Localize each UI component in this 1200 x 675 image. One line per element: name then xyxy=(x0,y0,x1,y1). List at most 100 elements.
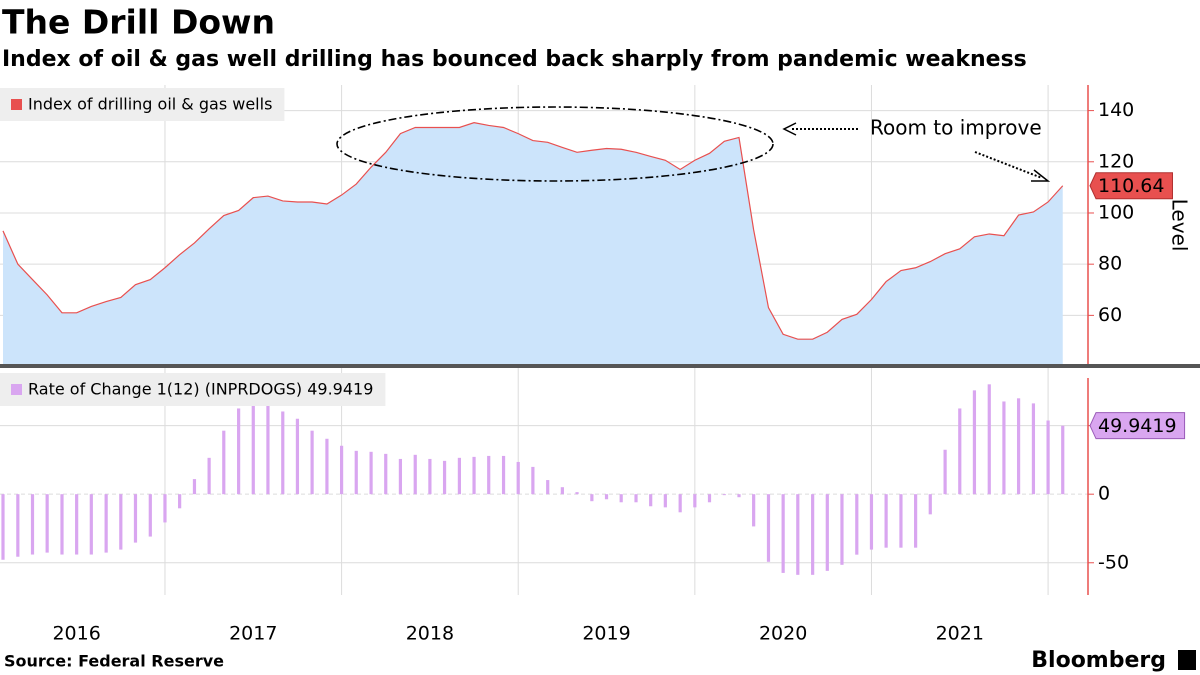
bar xyxy=(707,494,712,503)
y-tick-label: 140 xyxy=(1098,99,1134,121)
bar xyxy=(869,494,874,550)
annotation: Room to improve xyxy=(870,116,1042,140)
bar xyxy=(619,494,623,503)
bar xyxy=(163,494,167,523)
bar xyxy=(899,494,903,548)
x-tick-label: 2018 xyxy=(406,623,454,645)
chart-subtitle: Index of oil & gas well drilling has bou… xyxy=(2,47,1027,72)
bar xyxy=(1031,403,1036,495)
bar xyxy=(575,492,579,495)
value-label: 49.9419 xyxy=(1098,415,1177,437)
value-box xyxy=(1089,172,1173,200)
bar xyxy=(398,458,403,495)
bar xyxy=(251,398,255,495)
value-label: 110.64 xyxy=(1098,175,1164,197)
legend-box xyxy=(0,88,285,121)
legend-swatch xyxy=(11,99,22,110)
bar xyxy=(207,457,211,495)
line xyxy=(2,122,1064,340)
bar xyxy=(339,445,344,495)
bar xyxy=(855,494,859,555)
bar xyxy=(560,487,564,495)
brand: Bloomberg xyxy=(1031,648,1166,673)
bar xyxy=(590,494,594,502)
brand-icon xyxy=(1178,650,1196,670)
annotation-ellipse xyxy=(336,106,774,182)
bar xyxy=(16,494,20,557)
bar xyxy=(972,390,977,495)
bar xyxy=(281,411,285,495)
bar xyxy=(266,401,270,495)
bar xyxy=(133,494,138,543)
bar xyxy=(501,455,506,495)
bar xyxy=(766,494,771,562)
legend-label: Rate of Change 1(12) (INPRDOGS) 49.9419 xyxy=(28,380,373,399)
bar xyxy=(752,494,756,527)
bar xyxy=(811,494,815,575)
bar xyxy=(45,494,49,553)
bar xyxy=(354,450,358,495)
bar xyxy=(384,453,388,495)
bar xyxy=(457,457,461,495)
arrow-head xyxy=(1031,169,1051,182)
bar xyxy=(222,430,226,495)
bar xyxy=(1002,401,1006,495)
bar xyxy=(516,461,520,495)
bar xyxy=(192,479,197,495)
bar xyxy=(546,480,550,495)
legend-box xyxy=(0,373,386,406)
bar xyxy=(884,494,888,548)
bar xyxy=(987,384,991,495)
y-tick-label: 80 xyxy=(1098,253,1122,275)
y-axis-label: Level xyxy=(1168,199,1192,252)
area xyxy=(3,122,1063,364)
value-box xyxy=(1089,412,1186,440)
legend-swatch xyxy=(11,384,22,395)
bar xyxy=(237,408,241,495)
x-tick-label: 2020 xyxy=(759,623,807,645)
bar xyxy=(148,494,152,537)
y-tick-label: -50 xyxy=(1098,551,1129,573)
bar xyxy=(472,456,476,495)
bar xyxy=(678,494,682,513)
bar xyxy=(958,408,962,495)
bar xyxy=(295,418,300,495)
bar xyxy=(442,460,447,495)
x-tick-label: 2019 xyxy=(582,623,630,645)
bar xyxy=(928,494,932,515)
bar xyxy=(75,494,79,555)
plots: 60 80 100 120 140 Index of drilling oil & gas… xyxy=(0,85,1186,645)
bar xyxy=(796,494,800,575)
bar xyxy=(1046,420,1050,495)
x-tick-label: 2016 xyxy=(52,623,100,645)
bar xyxy=(693,494,697,508)
bar xyxy=(30,494,35,555)
bar xyxy=(487,455,491,495)
bar xyxy=(310,430,314,495)
bar xyxy=(1061,425,1065,495)
bar xyxy=(104,494,108,553)
bar xyxy=(413,454,417,495)
bar xyxy=(369,451,373,495)
bar xyxy=(604,494,609,500)
bar xyxy=(1,494,5,560)
bar xyxy=(914,494,918,548)
bar xyxy=(634,494,638,503)
bar xyxy=(1016,398,1021,495)
y-tick-label: 120 xyxy=(1098,150,1134,172)
bar xyxy=(178,494,182,509)
bar xyxy=(531,466,535,495)
bar xyxy=(325,438,329,495)
y-tick-label: 0 xyxy=(1098,483,1110,505)
bar xyxy=(60,494,64,555)
x-tick-label: 2017 xyxy=(229,623,277,645)
bar xyxy=(737,494,741,498)
arrow-head xyxy=(782,122,797,136)
source: Source: Federal Reserve xyxy=(4,652,224,671)
bar xyxy=(781,494,785,573)
y-tick-label: 100 xyxy=(1098,201,1134,223)
bar xyxy=(649,494,653,507)
bar xyxy=(89,494,93,555)
chart-title: The Drill Down xyxy=(2,3,275,42)
